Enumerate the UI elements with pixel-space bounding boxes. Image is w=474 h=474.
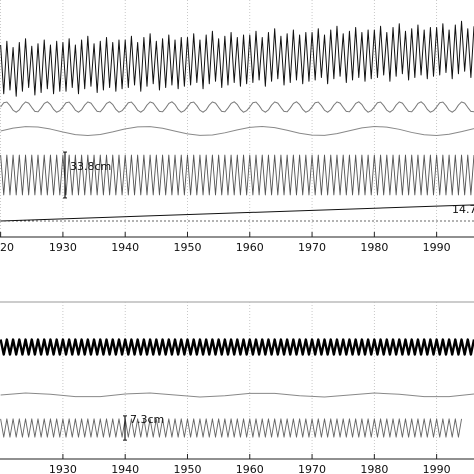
annotation: 14.7 [452, 203, 474, 216]
series-line [0, 125, 474, 137]
series-line [0, 101, 474, 113]
x-tick-label: 1970 [298, 241, 326, 254]
x-tick-label: 1940 [111, 463, 139, 474]
x-tick-label: 1940 [111, 241, 139, 254]
series-line [0, 392, 474, 398]
annotation: 33.8cm [70, 160, 111, 173]
plot-area [0, 20, 474, 222]
x-tick-label: 1930 [49, 463, 77, 474]
x-tick-label: 1930 [49, 241, 77, 254]
x-tick-label: 1950 [173, 463, 201, 474]
series-line [0, 154, 474, 196]
x-tick-label: 1990 [423, 463, 451, 474]
x-tick-label: 1970 [298, 463, 326, 474]
series-line [0, 204, 474, 222]
x-tick-label: 1960 [236, 241, 264, 254]
plot-area [0, 338, 474, 438]
x-tick-label: 20 [0, 241, 14, 254]
x-tick-label: 1950 [173, 241, 201, 254]
series-line [0, 20, 474, 97]
annotation: 7.3cm [130, 413, 164, 426]
x-tick-label: 1960 [236, 463, 264, 474]
x-tick-label: 1990 [423, 241, 451, 254]
series-line [0, 418, 462, 438]
x-tick-label: 1980 [360, 463, 388, 474]
x-tick-label: 1980 [360, 241, 388, 254]
series-line [0, 338, 474, 356]
